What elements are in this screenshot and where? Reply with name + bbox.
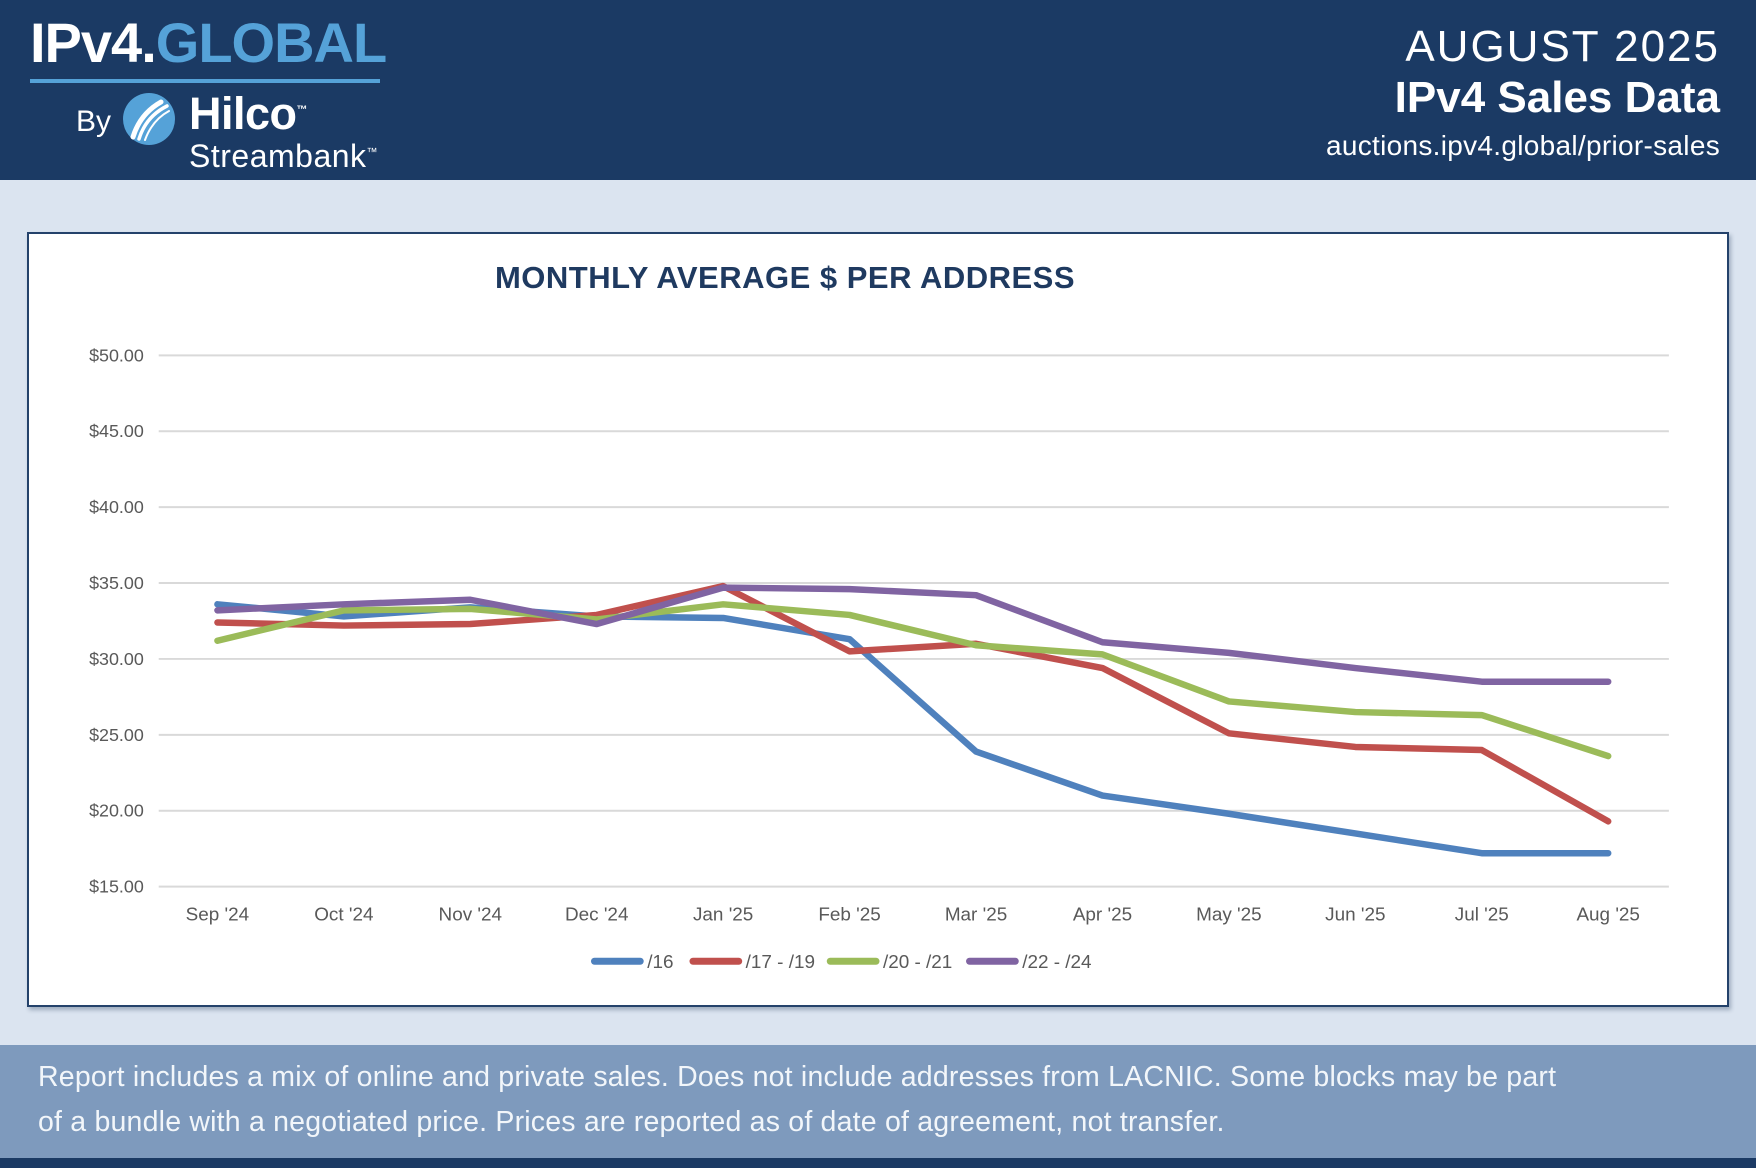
trademark-symbol: ™ bbox=[366, 145, 379, 158]
report-title: IPv4 Sales Data bbox=[1394, 72, 1720, 122]
x-axis-tick-label: Oct '24 bbox=[314, 904, 373, 925]
y-axis-tick-label: $30.00 bbox=[89, 649, 144, 669]
report-month: AUGUST 2025 bbox=[1405, 22, 1720, 71]
x-axis-tick-label: Sep '24 bbox=[186, 904, 249, 925]
brand-wordmark: IPv4.GLOBAL bbox=[30, 11, 387, 74]
header-band: IPv4.GLOBAL By Hilco™ Streambank™ bbox=[0, 0, 1756, 180]
y-axis-tick-label: $20.00 bbox=[89, 801, 144, 821]
footer-disclaimer: Report includes a mix of online and priv… bbox=[38, 1061, 1557, 1138]
x-axis-tick-label: Dec '24 bbox=[565, 904, 628, 925]
x-axis-tick-label: Feb '25 bbox=[818, 904, 880, 925]
legend-label-/22 - /24: /22 - /24 bbox=[1022, 952, 1091, 973]
trademark-symbol: ™ bbox=[296, 103, 308, 116]
y-axis-tick-label: $50.00 bbox=[89, 345, 144, 365]
x-axis-tick-label: Aug '25 bbox=[1576, 904, 1639, 925]
series-line-/16 bbox=[214, 601, 1612, 857]
x-axis-tick-label: May '25 bbox=[1196, 904, 1262, 925]
series-line-/22 - /24 bbox=[214, 584, 1612, 685]
brand-underline bbox=[30, 78, 380, 83]
x-axis-tick-label: Mar '25 bbox=[945, 904, 1007, 925]
monthly-average-line-chart: $15.00 $20.00 $25.00 $30.00 $35.00 $40.00 $45.… bbox=[89, 345, 1669, 973]
legend-label-/17 - /19: /17 - /19 bbox=[746, 952, 815, 973]
y-axis-tick-label: $45.00 bbox=[89, 421, 144, 441]
x-axis-tick-label: Apr '25 bbox=[1073, 904, 1132, 925]
hilco-name: Hilco™ bbox=[189, 87, 308, 139]
y-axis-tick-label: $25.00 bbox=[89, 725, 144, 745]
chart-box: MONTHLY AVERAGE $ PER ADDRESS $15.00 $20.… bbox=[27, 232, 1729, 1007]
ipv4-global-logo: IPv4.GLOBAL By Hilco™ Streambank™ bbox=[30, 11, 387, 175]
report-meta: AUGUST 2025 IPv4 Sales Data auctions.ipv… bbox=[1326, 22, 1720, 162]
y-axis-tick-label: $15.00 bbox=[89, 877, 144, 897]
by-label: By bbox=[76, 104, 112, 138]
hilco-wordmark: Hilco™ Streambank™ bbox=[189, 87, 379, 175]
x-axis-tick-label: Jan '25 bbox=[693, 904, 753, 925]
brand-prefix: IPv4. bbox=[30, 11, 157, 74]
footer-band: Report includes a mix of online and priv… bbox=[0, 1045, 1756, 1158]
brand-suffix: GLOBAL bbox=[155, 11, 387, 74]
legend-label-/16: /16 bbox=[647, 952, 673, 973]
hilco-byline: By Hilco™ Streambank™ bbox=[30, 87, 386, 175]
report-url: auctions.ipv4.global/prior-sales bbox=[1325, 130, 1720, 162]
bottom-navy-strip bbox=[0, 1158, 1756, 1168]
streambank-name: Streambank™ bbox=[189, 137, 379, 174]
legend-label-/20 - /21: /20 - /21 bbox=[883, 952, 952, 973]
hilco-road-icon bbox=[123, 92, 176, 145]
x-axis-tick-label: Jul '25 bbox=[1455, 904, 1509, 925]
y-axis-tick-label: $35.00 bbox=[89, 573, 144, 593]
chart-title: MONTHLY AVERAGE $ PER ADDRESS bbox=[494, 260, 1076, 295]
x-axis-tick-label: Nov '24 bbox=[439, 904, 502, 925]
series-line-/20 - /21 bbox=[214, 601, 1612, 760]
x-axis-tick-label: Jun '25 bbox=[1325, 904, 1385, 925]
series-line-/17 - /19 bbox=[214, 582, 1612, 825]
y-axis-tick-label: $40.00 bbox=[89, 497, 144, 517]
